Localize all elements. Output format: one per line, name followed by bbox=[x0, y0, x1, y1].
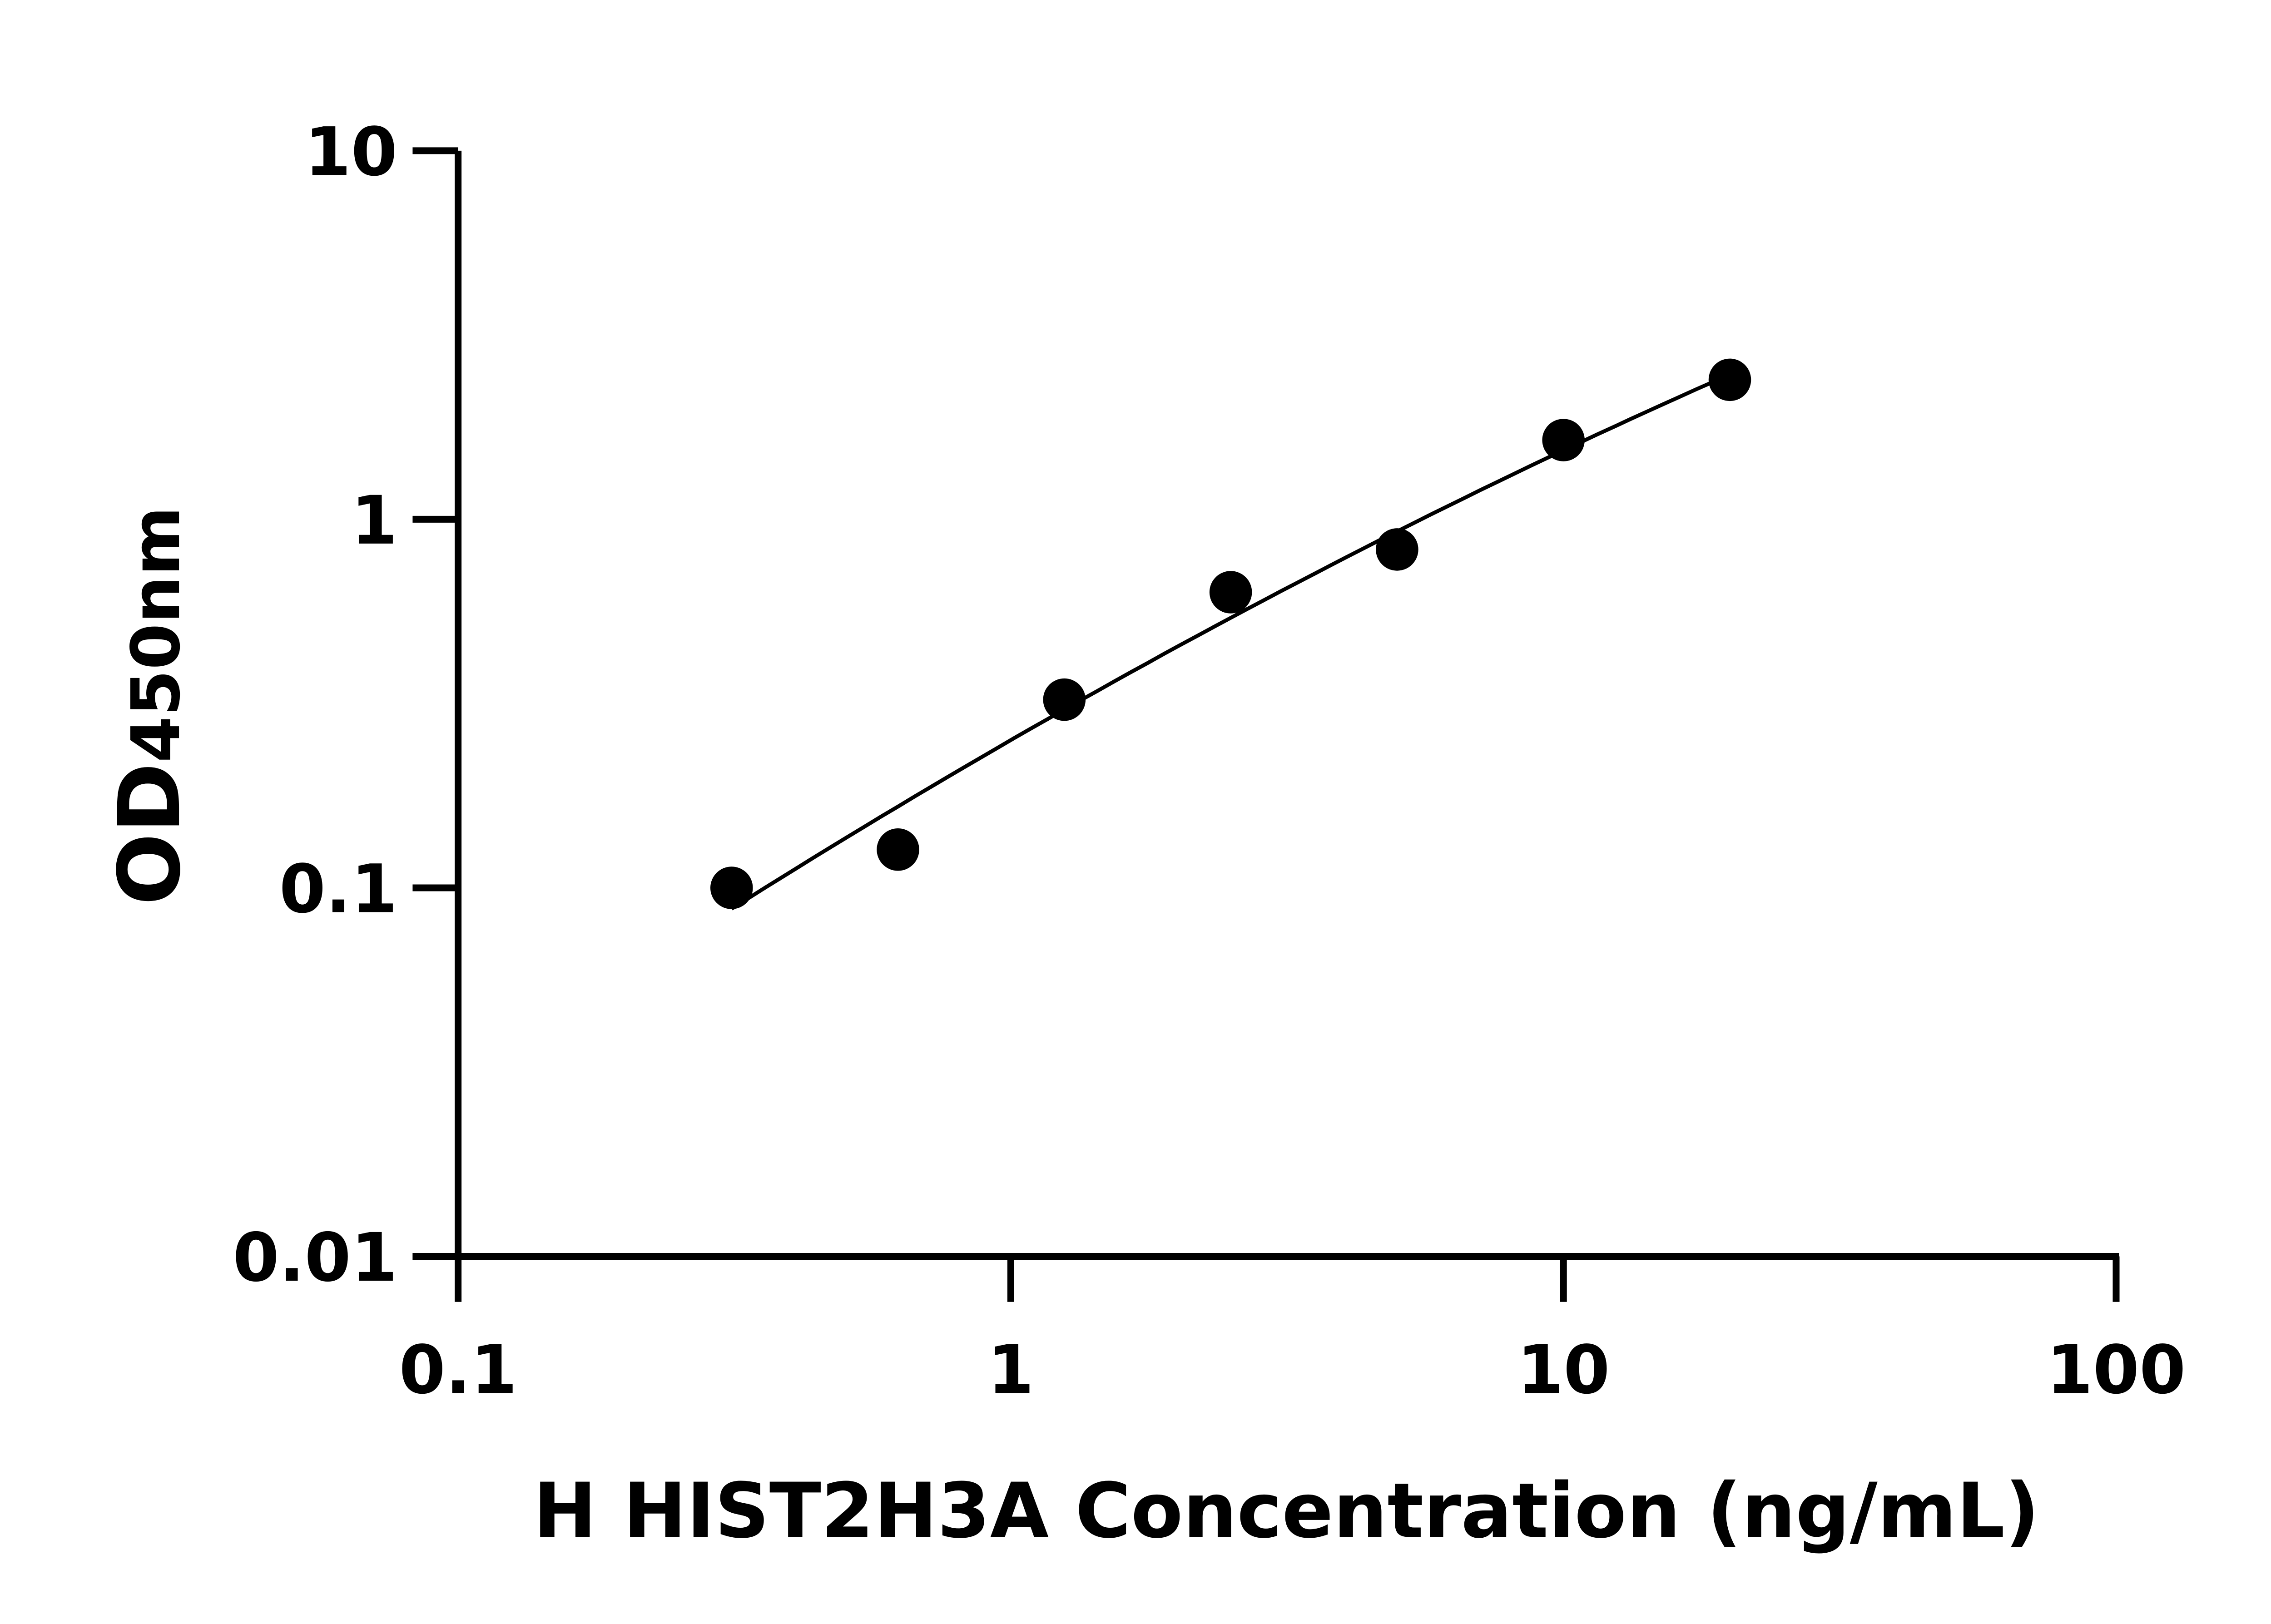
y-tick-label: 0.01 bbox=[233, 1219, 397, 1297]
data-point bbox=[877, 828, 919, 871]
y-tick-label: 10 bbox=[305, 113, 397, 191]
x-tick-label: 1 bbox=[987, 1331, 1034, 1409]
x-tick-label: 0.1 bbox=[399, 1331, 517, 1409]
y-axis-label-sub: 450nm bbox=[117, 506, 195, 762]
x-tick-label: 100 bbox=[2047, 1331, 2186, 1409]
data-point bbox=[1043, 678, 1086, 721]
data-point bbox=[1376, 528, 1418, 571]
data-points bbox=[710, 358, 1751, 909]
y-tick-label: 0.1 bbox=[279, 850, 397, 928]
data-point bbox=[1542, 419, 1585, 461]
y-tick-label: 1 bbox=[351, 482, 397, 559]
y-axis-label: OD450nm bbox=[100, 506, 199, 906]
data-point bbox=[1708, 358, 1751, 401]
x-axis-label: H HIST2H3A Concentration (ng/mL) bbox=[533, 1467, 2039, 1555]
y-axis-label-main: OD bbox=[100, 762, 199, 905]
fit-curve-group bbox=[730, 372, 1731, 911]
x-tick-label: 10 bbox=[1517, 1331, 1610, 1409]
data-point bbox=[710, 866, 753, 909]
fit-curve bbox=[730, 372, 1731, 911]
data-point bbox=[1209, 571, 1252, 614]
